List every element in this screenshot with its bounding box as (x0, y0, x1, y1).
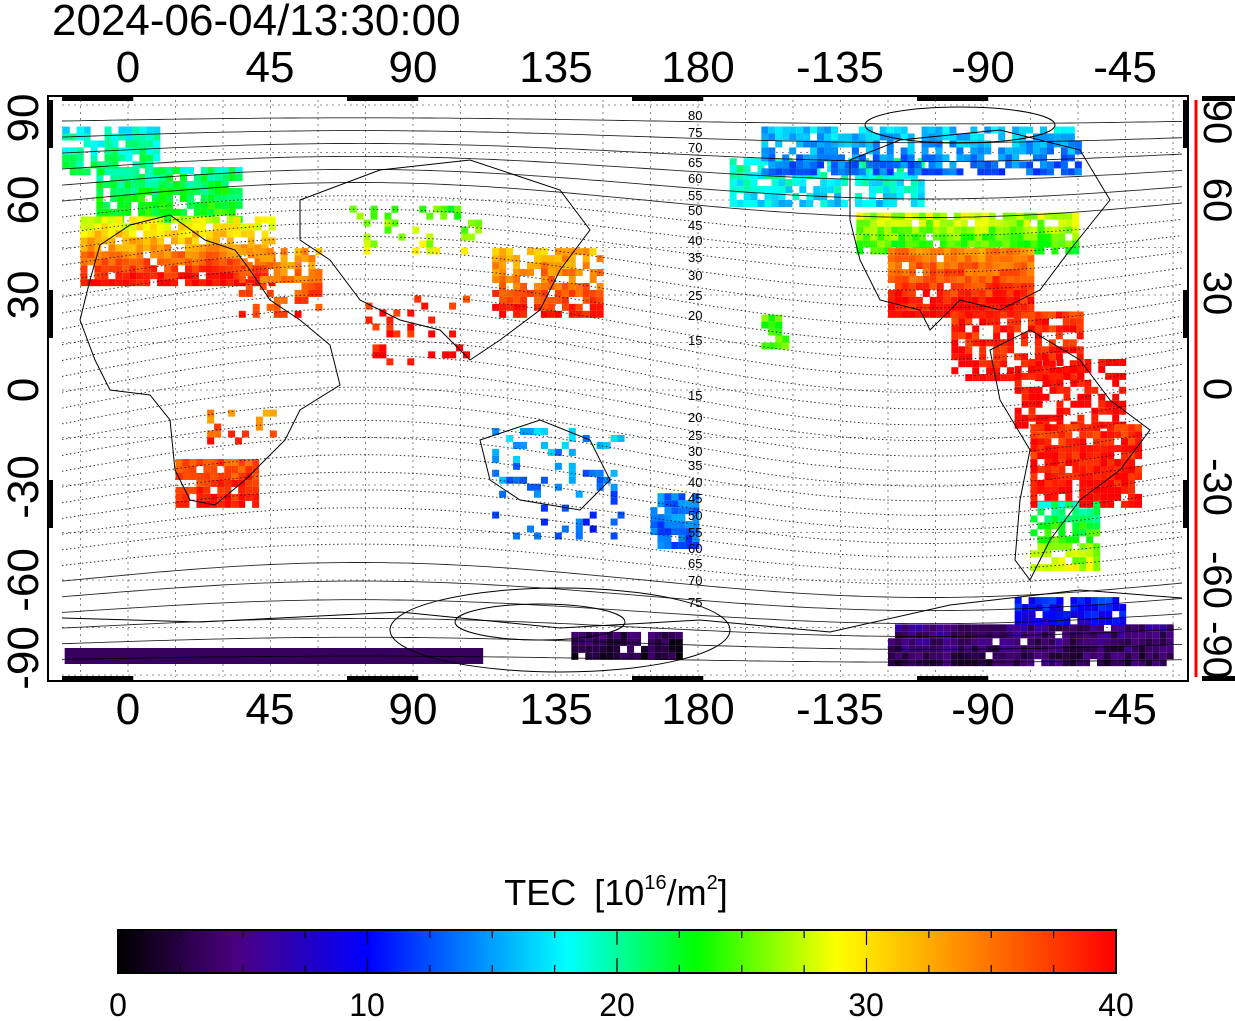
bottom-lon-label: 0 (116, 685, 140, 734)
map-frame (47, 95, 1189, 682)
colorbar-tick-label: 30 (848, 987, 884, 1021)
contour-label: 30 (688, 444, 702, 459)
contour-label: 35 (688, 458, 702, 473)
contour-label: 65 (688, 155, 702, 170)
bottom-lon-label: -45 (1093, 685, 1157, 734)
colorbar-tick-label: 0 (109, 987, 127, 1021)
right-lat-label: -90 (1195, 621, 1235, 679)
contour-label: 15 (688, 333, 702, 348)
contour-label: 55 (688, 188, 702, 203)
left-lat-label: 90 (0, 94, 48, 143)
contour-label: 15 (688, 388, 702, 403)
right-lat-axis: 90 60 30 0 -30 -60 -90 (1194, 100, 1235, 679)
bottom-lon-label: 45 (246, 685, 295, 734)
right-lat-label: 60 (1195, 178, 1235, 223)
bottom-lon-label: -90 (951, 685, 1015, 734)
contour-label: 65 (688, 556, 702, 571)
contour-label: 75 (688, 595, 702, 610)
coastlines (62, 129, 1182, 633)
magnetic-contours (62, 106, 1182, 673)
colorbar-title: TEC [1016/m2] (504, 872, 727, 913)
left-lat-label: -60 (0, 548, 48, 612)
bottom-lon-label: 90 (389, 685, 438, 734)
contour-label: 75 (688, 125, 702, 140)
right-lat-label: 30 (1195, 271, 1235, 316)
top-lon-axis: 0 45 90 135 180 -135 -90 -45 (116, 43, 1157, 92)
top-lon-label: 0 (116, 43, 140, 92)
contour-label: 40 (688, 233, 702, 248)
colorbar-tick-label: 40 (1098, 987, 1134, 1021)
top-lon-label: -45 (1093, 43, 1157, 92)
colorbar-tick-label: 10 (349, 987, 385, 1021)
top-lon-label: -90 (951, 43, 1015, 92)
right-lat-label: -30 (1195, 458, 1235, 516)
right-lat-label: 0 (1195, 378, 1235, 400)
contour-label: 55 (688, 525, 702, 540)
top-lon-label: 180 (661, 43, 734, 92)
timestamp-title: 2024-06-04/13:30:00 (52, 0, 461, 45)
top-lon-label: -135 (796, 43, 884, 92)
right-lat-label: -60 (1195, 551, 1235, 609)
contour-label: 70 (688, 573, 702, 588)
contour-label: 25 (688, 428, 702, 443)
bottom-lon-label: 180 (661, 685, 734, 734)
right-lat-label: 90 (1195, 100, 1235, 145)
contour-label: 70 (688, 140, 702, 155)
left-lat-label: 30 (0, 271, 48, 320)
contour-label: 30 (688, 268, 702, 283)
bottom-lon-axis: 0 45 90 135 180 -135 -90 -45 (116, 685, 1157, 734)
left-lat-label: -90 (0, 626, 48, 690)
map-background (62, 100, 1182, 677)
contour-label: 80 (688, 108, 702, 123)
left-lat-axis: 90 60 30 0 -30 -60 -90 (0, 94, 48, 690)
bottom-lon-label: 135 (519, 685, 592, 734)
contour-label: 60 (688, 541, 702, 556)
bottom-lon-label: -135 (796, 685, 884, 734)
contour-label: 40 (688, 475, 702, 490)
colorbar-tick-label: 20 (599, 987, 635, 1021)
left-lat-label: 0 (0, 378, 48, 402)
colorbar-ticks (117, 930, 1117, 973)
top-lon-label: 135 (519, 43, 592, 92)
left-lat-label: 60 (0, 176, 48, 225)
contour-label: 50 (688, 203, 702, 218)
contour-label: 20 (688, 410, 702, 425)
map-panel: 8075706560555045403530252015152025303540… (47, 95, 1235, 682)
contour-label: 25 (688, 288, 702, 303)
axis-tick-bars (48, 96, 1235, 681)
top-lon-label: 45 (246, 43, 295, 92)
left-lat-label: -30 (0, 455, 48, 519)
contour-label: 20 (688, 308, 702, 323)
contour-label: 60 (688, 171, 702, 186)
top-lon-label: 90 (389, 43, 438, 92)
contour-label: 35 (688, 250, 702, 265)
contour-label: 45 (688, 218, 702, 233)
contour-labels: 8075706560555045403530252015152025303540… (688, 108, 702, 610)
colorbar: TEC [1016/m2] 0 10 20 30 40 (109, 872, 1134, 1021)
contour-label: 50 (688, 508, 702, 523)
contour-label: 45 (688, 491, 702, 506)
